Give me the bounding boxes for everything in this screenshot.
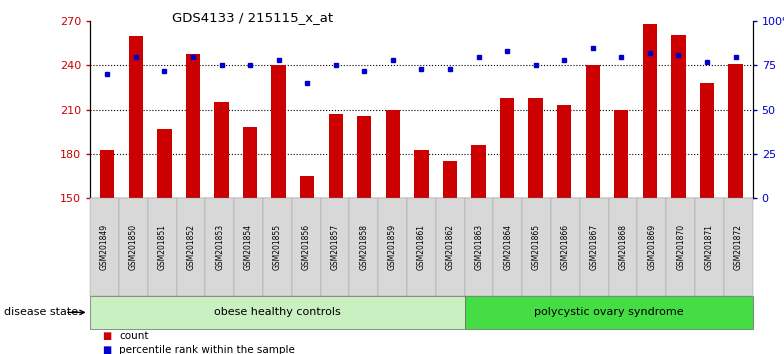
- Text: count: count: [119, 331, 149, 341]
- Text: GSM201862: GSM201862: [445, 224, 455, 270]
- Bar: [528, 98, 543, 354]
- Text: GSM201852: GSM201852: [187, 224, 195, 270]
- Text: GSM201856: GSM201856: [302, 224, 310, 270]
- Bar: [643, 24, 657, 354]
- Text: GSM201871: GSM201871: [705, 224, 714, 270]
- Bar: [358, 116, 372, 354]
- Text: percentile rank within the sample: percentile rank within the sample: [119, 345, 295, 354]
- Text: GSM201849: GSM201849: [100, 224, 109, 270]
- Bar: [328, 114, 343, 354]
- Bar: [129, 36, 143, 354]
- Text: GSM201851: GSM201851: [158, 224, 167, 270]
- Bar: [414, 149, 429, 354]
- Text: GSM201867: GSM201867: [590, 224, 599, 270]
- Bar: [271, 65, 285, 354]
- Text: GSM201853: GSM201853: [216, 224, 224, 270]
- Text: GSM201850: GSM201850: [129, 224, 138, 270]
- Bar: [300, 176, 314, 354]
- Bar: [700, 83, 714, 354]
- Bar: [586, 65, 600, 354]
- Bar: [443, 161, 457, 354]
- Text: GSM201859: GSM201859: [388, 224, 397, 270]
- Text: GDS4133 / 215115_x_at: GDS4133 / 215115_x_at: [172, 11, 334, 24]
- Bar: [243, 127, 257, 354]
- Bar: [471, 145, 485, 354]
- Text: GSM201858: GSM201858: [359, 224, 368, 270]
- Bar: [158, 129, 172, 354]
- Bar: [214, 102, 229, 354]
- Text: GSM201865: GSM201865: [532, 224, 541, 270]
- Text: obese healthy controls: obese healthy controls: [214, 307, 341, 318]
- Bar: [386, 110, 400, 354]
- Text: GSM201861: GSM201861: [417, 224, 426, 270]
- Bar: [614, 110, 629, 354]
- Bar: [100, 149, 114, 354]
- Text: GSM201863: GSM201863: [474, 224, 484, 270]
- Text: GSM201870: GSM201870: [676, 224, 685, 270]
- Text: polycystic ovary syndrome: polycystic ovary syndrome: [534, 307, 684, 318]
- Text: GSM201869: GSM201869: [648, 224, 656, 270]
- Bar: [671, 34, 685, 354]
- Text: GSM201866: GSM201866: [561, 224, 570, 270]
- Text: GSM201857: GSM201857: [331, 224, 339, 270]
- Text: ■: ■: [102, 331, 111, 341]
- Text: GSM201854: GSM201854: [244, 224, 253, 270]
- Bar: [557, 105, 572, 354]
- Bar: [500, 98, 514, 354]
- Bar: [728, 64, 742, 354]
- Text: GSM201855: GSM201855: [273, 224, 282, 270]
- Text: GSM201872: GSM201872: [734, 224, 742, 270]
- Text: GSM201864: GSM201864: [503, 224, 512, 270]
- Text: disease state: disease state: [4, 307, 78, 318]
- Text: GSM201868: GSM201868: [619, 224, 627, 270]
- Bar: [186, 54, 200, 354]
- Text: ■: ■: [102, 345, 111, 354]
